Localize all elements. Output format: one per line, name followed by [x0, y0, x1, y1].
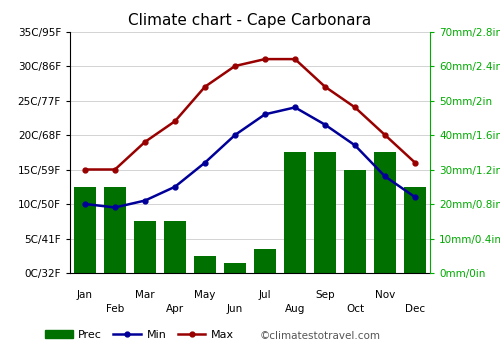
Text: Aug: Aug — [285, 303, 305, 314]
Title: Climate chart - Cape Carbonara: Climate chart - Cape Carbonara — [128, 13, 372, 28]
Text: May: May — [194, 290, 216, 300]
Text: Mar: Mar — [135, 290, 155, 300]
Text: Dec: Dec — [405, 303, 425, 314]
Bar — [344, 169, 366, 273]
Bar — [74, 187, 96, 273]
Text: Jul: Jul — [258, 290, 272, 300]
Bar — [404, 187, 426, 273]
Bar — [314, 152, 336, 273]
Bar — [164, 221, 186, 273]
Bar — [374, 152, 396, 273]
Text: ©climatestotravel.com: ©climatestotravel.com — [260, 331, 381, 341]
Text: Jun: Jun — [227, 303, 243, 314]
Bar — [224, 262, 246, 273]
Text: Apr: Apr — [166, 303, 184, 314]
Bar — [104, 187, 126, 273]
Text: Nov: Nov — [375, 290, 395, 300]
Legend: Prec, Min, Max: Prec, Min, Max — [40, 326, 238, 344]
Text: Sep: Sep — [315, 290, 335, 300]
Text: Feb: Feb — [106, 303, 124, 314]
Bar — [134, 221, 156, 273]
Bar — [194, 256, 216, 273]
Text: Oct: Oct — [346, 303, 364, 314]
Bar — [254, 249, 276, 273]
Bar — [284, 152, 306, 273]
Text: Jan: Jan — [77, 290, 93, 300]
